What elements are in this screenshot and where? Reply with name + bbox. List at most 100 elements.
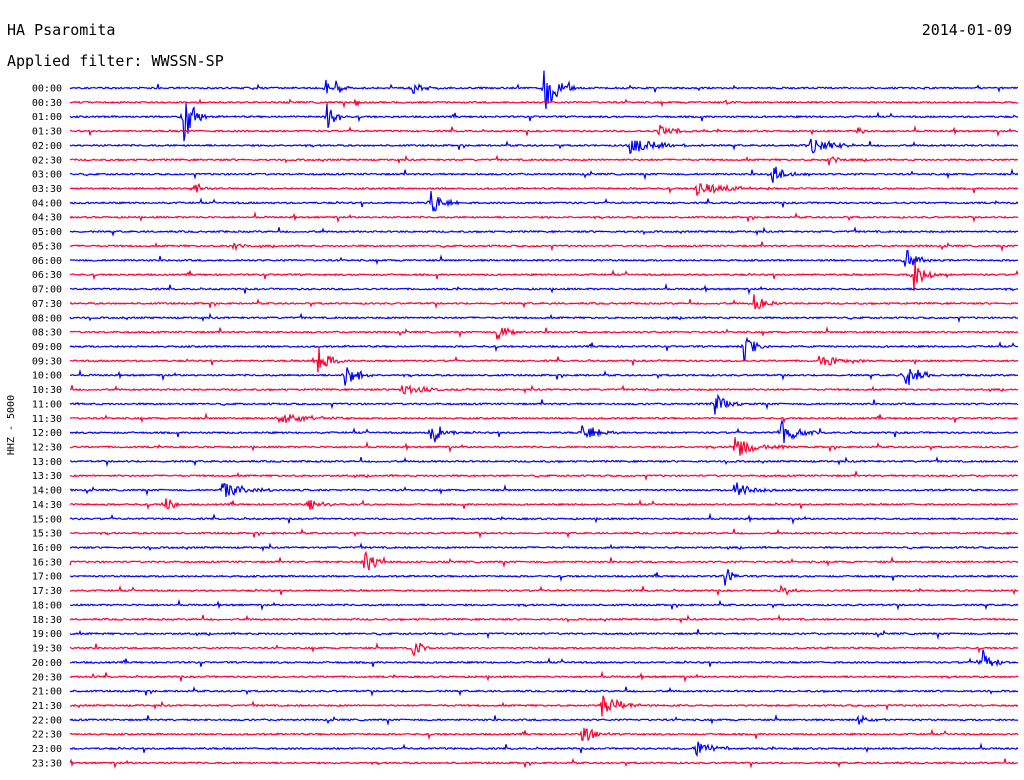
tick-label: 16:00 — [32, 543, 62, 554]
tick-label: 22:00 — [32, 715, 62, 726]
tick-label: 05:30 — [32, 241, 62, 252]
trace-line — [69, 282, 1019, 296]
tick-label: 00:00 — [32, 84, 62, 95]
trace-line — [69, 741, 1019, 758]
trace-line — [69, 98, 1019, 109]
tick-label: 06:30 — [32, 270, 62, 281]
tick-label: 15:00 — [32, 514, 62, 525]
y-axis-label: HHZ - 5000 — [6, 395, 17, 455]
trace-line — [69, 629, 1019, 640]
trace-line — [69, 211, 1019, 224]
trace-group — [69, 70, 1019, 770]
tick-label: 18:00 — [32, 600, 62, 611]
tick-label: 02:30 — [32, 155, 62, 166]
tick-label: 16:30 — [32, 557, 62, 568]
station-title: HA Psaromita — [7, 21, 116, 39]
trace-line — [69, 367, 1019, 386]
trace-line — [69, 412, 1019, 425]
trace-line — [69, 294, 1019, 310]
tick-label: 20:30 — [32, 672, 62, 683]
trace-line — [69, 641, 1019, 657]
tick-label: 13:00 — [32, 457, 62, 468]
tick-label: 15:30 — [32, 529, 62, 540]
tick-label: 01:30 — [32, 127, 62, 138]
tick-label: 17:00 — [32, 572, 62, 583]
trace-line — [69, 456, 1019, 468]
trace-line — [69, 241, 1018, 253]
trace-line — [69, 138, 1019, 155]
trace-line — [69, 757, 1019, 770]
trace-line — [69, 312, 1019, 324]
tick-label: 10:30 — [32, 385, 62, 396]
tick-label: 07:30 — [32, 299, 62, 310]
trace-line — [69, 685, 1019, 697]
trace-line — [69, 260, 1019, 291]
trace-line — [69, 498, 1019, 511]
tick-label: 12:30 — [32, 443, 62, 454]
tick-label: 04:00 — [32, 198, 62, 209]
tick-label: 11:00 — [32, 399, 62, 410]
trace-line — [69, 154, 1019, 166]
trace-line — [69, 613, 1018, 624]
tick-label: 00:30 — [32, 98, 62, 109]
trace-line — [69, 325, 1019, 341]
tick-label: 13:30 — [32, 471, 62, 482]
tick-label: 03:00 — [32, 170, 62, 181]
tick-label: 20:00 — [32, 658, 62, 669]
tick-label: 19:00 — [32, 629, 62, 640]
tick-label: 09:00 — [32, 342, 62, 353]
trace-line — [69, 727, 1019, 742]
trace-line — [69, 393, 1019, 415]
trace-line — [70, 527, 1019, 539]
trace-line — [69, 166, 1019, 183]
tick-label: 22:30 — [32, 730, 62, 741]
trace-line — [69, 482, 1019, 497]
trace-line — [69, 695, 1019, 717]
trace-line — [69, 598, 1019, 612]
trace-line — [69, 124, 1019, 138]
tick-label: 14:00 — [32, 486, 62, 497]
trace-line — [69, 418, 1019, 444]
tick-label: 14:30 — [32, 500, 62, 511]
recording-date: 2014-01-09 — [921, 21, 1012, 39]
trace-line — [69, 336, 1019, 362]
tick-label: 06:00 — [32, 256, 62, 267]
tick-label: 21:00 — [32, 687, 62, 698]
tick-label: 01:00 — [32, 112, 62, 123]
tick-label: 19:30 — [32, 644, 62, 655]
tick-label: 05:00 — [32, 227, 62, 238]
trace-line — [69, 649, 1019, 668]
tick-label: 23:00 — [32, 744, 62, 755]
tick-label: 09:30 — [32, 356, 62, 367]
trace-line — [69, 584, 1019, 596]
trace-line — [69, 103, 1019, 142]
tick-label: 08:00 — [32, 313, 62, 324]
tick-label: 03:30 — [32, 184, 62, 195]
tick-label: 12:00 — [32, 428, 62, 439]
tick-label: 04:30 — [32, 213, 62, 224]
tick-label: 17:30 — [32, 586, 62, 597]
filter-label: Applied filter: WWSSN-SP — [7, 52, 224, 70]
tick-label-group: 00:00 00:30 01:00 01:30 02:00 02:30 03:00 03:30… — [32, 84, 62, 770]
trace-line — [69, 190, 1019, 212]
tick-label: 18:30 — [32, 615, 62, 626]
trace-line — [69, 384, 1019, 395]
tick-label: 10:00 — [32, 371, 62, 382]
trace-line — [69, 346, 1019, 373]
trace-line — [69, 550, 1019, 571]
trace-line — [69, 250, 1019, 267]
tick-label: 08:30 — [32, 328, 62, 339]
trace-line — [69, 542, 1019, 553]
tick-label: 21:30 — [32, 701, 62, 712]
trace-line — [69, 713, 1019, 727]
trace-line — [69, 226, 1019, 237]
tick-label: 11:30 — [32, 414, 62, 425]
trace-line — [69, 70, 1019, 110]
tick-label: 02:00 — [32, 141, 62, 152]
trace-line — [69, 437, 1019, 456]
trace-line — [69, 182, 1019, 196]
trace-line — [69, 512, 1019, 525]
tick-label: 07:00 — [32, 285, 62, 296]
trace-line — [69, 569, 1019, 586]
